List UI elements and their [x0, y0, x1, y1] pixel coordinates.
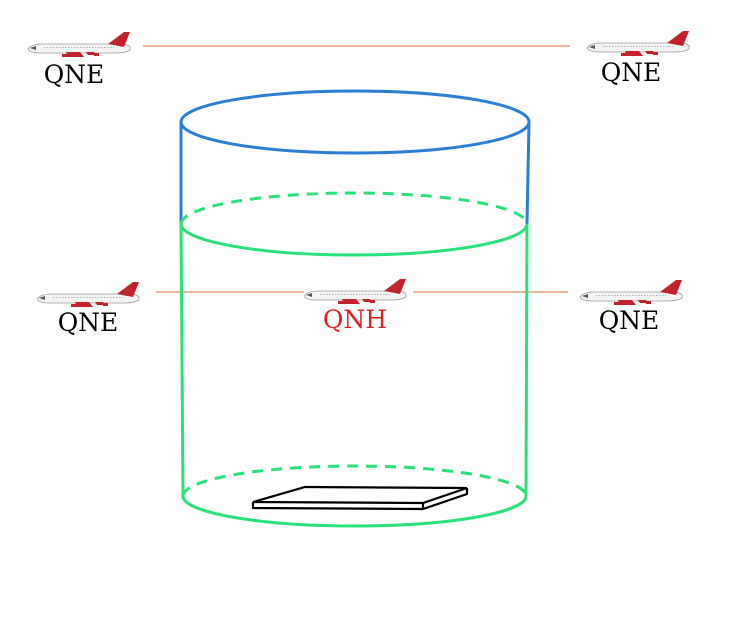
lower-cylinder-right-wall: [524, 223, 529, 497]
airliner-icon: [579, 279, 683, 306]
upper-cylinder: [179, 89, 531, 225]
lower-cylinder-base-front: [181, 495, 528, 528]
lower-cylinder: [179, 191, 529, 528]
lower-cylinder-top-front: [179, 223, 529, 257]
lower-cylinder-top-back: [179, 191, 529, 225]
label-qnh-center: QNH: [323, 305, 387, 334]
label-qne-mid-left: QNE: [58, 308, 119, 337]
upper-cylinder-right-wall: [525, 121, 531, 225]
airliner-icon: [36, 281, 140, 308]
lower-cylinder-left-wall: [179, 223, 185, 497]
airliner-icon: [586, 30, 690, 57]
label-qne-top-left: QNE: [44, 60, 105, 89]
upper-cylinder-top: [179, 89, 531, 155]
label-qne-top-right: QNE: [601, 58, 662, 87]
lower-cylinder-base-back: [181, 464, 528, 497]
airliner-icon: [27, 31, 131, 58]
airliner-icon: [303, 278, 407, 305]
runway-icon: [251, 485, 469, 511]
label-qne-mid-right: QNE: [599, 306, 660, 335]
